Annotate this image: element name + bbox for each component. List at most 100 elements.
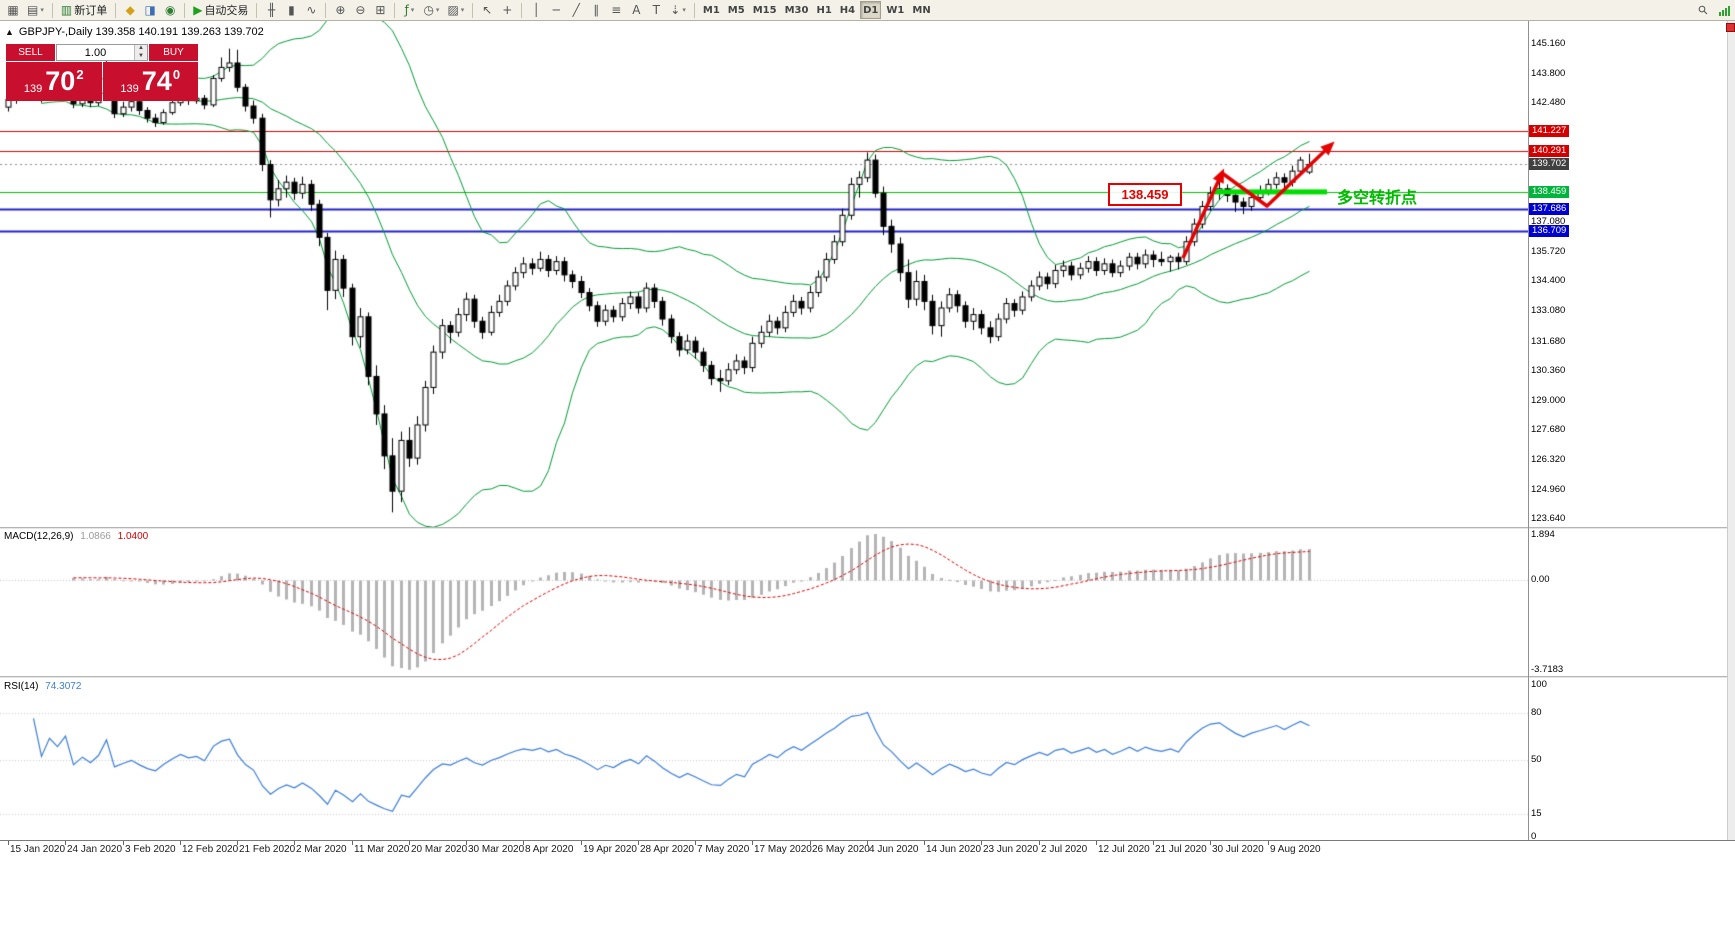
turning-point-note[interactable]: 多空转折点 <box>1337 190 1418 207</box>
crosshair-button[interactable]: + <box>498 1 516 19</box>
date-tick <box>1210 841 1211 845</box>
timeframe-m30[interactable]: M30 <box>782 1 812 19</box>
periods-button[interactable]: ◷ ▾ <box>420 1 442 19</box>
search-icon[interactable]: ⚲ <box>1690 0 1715 23</box>
date-label: 30 Mar 2020 <box>468 844 525 855</box>
price-axis-label: 131.680 <box>1531 336 1566 347</box>
date-tick <box>1039 841 1040 845</box>
panel-separator[interactable] <box>0 527 1735 529</box>
channel-button[interactable]: ∥ <box>587 1 605 19</box>
caret-down-icon: ▾ <box>682 6 686 14</box>
date-label: 12 Jul 2020 <box>1098 844 1150 855</box>
tile-windows-button[interactable]: ⊞ <box>371 1 389 19</box>
rsi-axis-label: 80 <box>1531 707 1542 718</box>
macd-axis-label: 0.00 <box>1531 574 1550 585</box>
arrows-icon: ⇣ <box>670 3 681 17</box>
candlestick-button[interactable]: ▮ <box>282 1 300 19</box>
date-tick <box>409 841 410 845</box>
price-tag-red: 140.291 <box>1529 145 1570 157</box>
buy-button[interactable]: BUY <box>149 44 198 61</box>
timeframe-m1[interactable]: M1 <box>700 1 723 19</box>
fibonacci-button[interactable]: ≡ <box>607 1 625 19</box>
indicators-button[interactable]: ƒ ▾ <box>400 1 418 19</box>
rsi-panel-canvas[interactable] <box>0 678 1528 840</box>
text-button[interactable]: A <box>627 1 645 19</box>
date-tick <box>867 841 868 845</box>
date-tick <box>752 841 753 845</box>
macd-label: MACD(12,26,9) 1.0866 1.0400 <box>4 531 148 542</box>
price-tag-red: 141.227 <box>1529 125 1570 137</box>
autotrading-button[interactable]: ▶ 自动交易 <box>190 1 251 19</box>
timeframe-m5[interactable]: M5 <box>725 1 748 19</box>
timeframe-h1[interactable]: H1 <box>813 1 834 19</box>
price-axis-label: 145.160 <box>1531 38 1566 49</box>
date-tick <box>981 841 982 845</box>
timeframe-w1[interactable]: W1 <box>883 1 907 19</box>
vertical-line-button[interactable]: │ <box>527 1 545 19</box>
profiles-button[interactable]: ▤ ▾ <box>24 1 47 19</box>
date-label: 26 May 2020 <box>812 844 870 855</box>
chart-scroll-marker[interactable] <box>1726 23 1735 32</box>
line-chart-button[interactable]: ∿ <box>302 1 320 19</box>
date-tick <box>523 841 524 845</box>
caret-down-icon: ▾ <box>460 6 465 14</box>
arrows-button[interactable]: ⇣ ▾ <box>667 1 689 19</box>
main-toolbar: ▦ ▤ ▾ ▥ 新订单 ◆ ◨ ◉ ▶ 自动交易 ╫ ▮ ∿ ⊕ ⊖ ⊞ ƒ ▾ ◷ ▾ ▨ ▾ ↖ + │ ─ ╱ ∥ ≡ A T ⇣ ▾ M1… <box>0 0 1735 21</box>
connection-status <box>1719 4 1730 16</box>
bar-chart-icon: ╫ <box>267 3 276 17</box>
zoom-in-button[interactable]: ⊕ <box>331 1 349 19</box>
new-order-icon: ▥ <box>60 3 73 17</box>
buy-price-box[interactable]: 139 74 0 <box>102 62 198 101</box>
vertical-line-icon: │ <box>532 3 540 17</box>
chart-info-line: ▲ GBPJPY-,Daily 139.358 140.191 139.263 … <box>5 26 264 38</box>
autotrading-button-label: 自动交易 <box>204 4 249 17</box>
trendline-button[interactable]: ╱ <box>567 1 585 19</box>
macd-panel-canvas[interactable] <box>0 529 1528 676</box>
new-chart-button[interactable]: ▦ <box>4 1 22 19</box>
date-tick <box>352 841 353 845</box>
label-icon: T <box>652 3 660 17</box>
timeframe-m15[interactable]: M15 <box>750 1 780 19</box>
price-axis-label: 124.960 <box>1531 484 1566 495</box>
date-label: 21 Feb 2020 <box>239 844 296 855</box>
toolbar-separator <box>325 2 327 18</box>
date-label: 24 Jan 2020 <box>67 844 123 855</box>
panel-separator[interactable] <box>0 676 1735 678</box>
crosshair-icon: + <box>502 3 513 17</box>
zoom-out-button[interactable]: ⊖ <box>351 1 369 19</box>
one-click-collapse-icon[interactable]: ▲ <box>5 27 14 37</box>
chart-scrollbar[interactable] <box>1727 21 1735 840</box>
horizontal-line-button[interactable]: ─ <box>547 1 565 19</box>
timeframe-d1[interactable]: D1 <box>860 1 882 19</box>
date-label: 28 Apr 2020 <box>640 844 694 855</box>
bar-chart-button[interactable]: ╫ <box>262 1 280 19</box>
candlestick-icon: ▮ <box>288 3 295 17</box>
chart-ohlc-text: GBPJPY-,Daily 139.358 140.191 139.263 13… <box>18 26 264 38</box>
metaeditor-button[interactable]: ◆ <box>121 1 139 19</box>
volume-increase-button[interactable]: ▲ <box>135 45 147 53</box>
timeframe-mn[interactable]: MN <box>909 1 933 19</box>
label-button[interactable]: T <box>647 1 665 19</box>
sell-button[interactable]: SELL <box>6 44 55 61</box>
date-tick <box>1153 841 1154 845</box>
toolbar-separator <box>115 2 117 18</box>
terminal-button[interactable]: ◨ <box>141 1 159 19</box>
date-label: 19 Apr 2020 <box>583 844 637 855</box>
volume-decrease-button[interactable]: ▼ <box>135 52 147 60</box>
new-order-button[interactable]: ▥ 新订单 <box>58 1 110 19</box>
cursor-button[interactable]: ↖ <box>478 1 496 19</box>
date-tick <box>581 841 582 845</box>
price-annotation-box[interactable]: 138.459 <box>1108 183 1182 206</box>
timeframe-h4[interactable]: H4 <box>837 1 858 19</box>
main-chart-canvas[interactable] <box>0 21 1528 527</box>
volume-input[interactable] <box>57 45 134 60</box>
sell-price-box[interactable]: 139 70 2 <box>6 62 102 101</box>
sell-price-fraction: 2 <box>76 67 84 82</box>
autotrading-icon: ▶ <box>193 3 203 17</box>
strategy-tester-button[interactable]: ◉ <box>161 1 179 19</box>
channel-icon: ∥ <box>593 3 600 17</box>
price-axis-label: 123.640 <box>1531 513 1566 524</box>
templates-button[interactable]: ▨ ▾ <box>444 1 467 19</box>
price-axis-label: 127.680 <box>1531 424 1566 435</box>
